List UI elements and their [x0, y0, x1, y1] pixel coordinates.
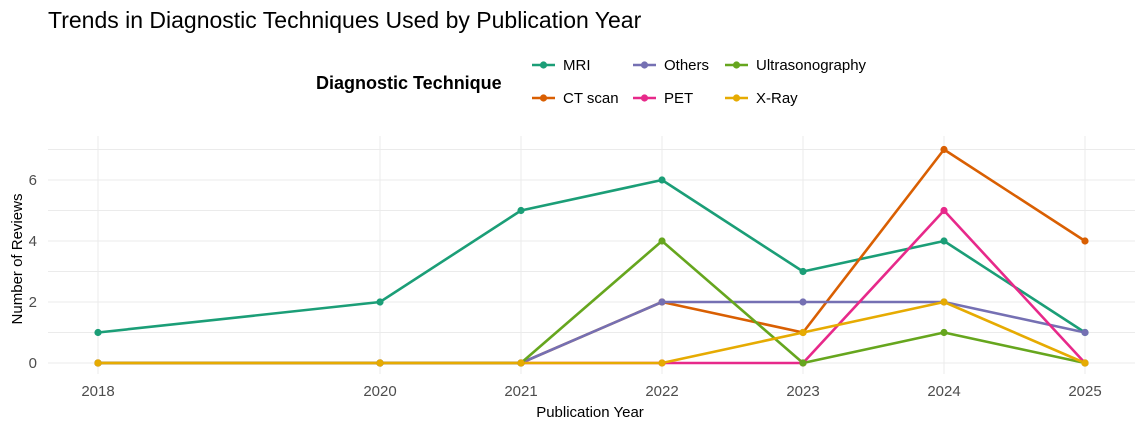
data-point-x-ray [940, 298, 948, 306]
y-tick-label: 4 [29, 233, 37, 250]
y-axis-title: Number of Reviews [9, 194, 26, 325]
data-point-ultrasonography [940, 328, 948, 337]
data-point-x-ray [658, 359, 666, 367]
legend-label-ct-scan: CT scan [563, 90, 619, 107]
legend-key-point-x-ray [732, 94, 741, 102]
legend: Diagnostic Technique MRI CT scan Others PET… [316, 57, 867, 107]
chart-title: Trends in Diagnostic Techniques Used by … [48, 7, 642, 33]
legend-label-mri: MRI [563, 57, 591, 74]
y-tick-label: 6 [29, 172, 37, 189]
legend-key-point-ct-scan [539, 94, 548, 102]
data-point-x-ray [376, 359, 384, 367]
data-point-others [658, 298, 666, 306]
legend-label-pet: PET [664, 90, 693, 107]
data-point-others [799, 298, 807, 306]
data-point-pet [940, 206, 948, 215]
grid [48, 136, 1135, 374]
data-point-ultrasonography [799, 359, 807, 367]
x-tick-label: 2025 [1068, 383, 1101, 400]
x-axis-title: Publication Year [536, 404, 644, 421]
legend-key-point-pet [640, 94, 649, 102]
data-point-mri [376, 298, 384, 306]
series-line-mri [96, 178, 1087, 334]
data-point-others [1081, 328, 1089, 337]
legend-label-ultrasonography: Ultrasonography [756, 57, 867, 74]
data-point-x-ray [94, 359, 102, 367]
data-point-x-ray [1081, 359, 1089, 367]
x-tick-label: 2023 [786, 383, 819, 400]
data-point-ct-scan [940, 145, 948, 154]
y-tick-label: 0 [29, 355, 37, 372]
data-point-x-ray [799, 328, 807, 337]
x-tick-label: 2021 [504, 383, 537, 400]
data-point-mri [799, 267, 807, 276]
legend-key-point-others [640, 61, 649, 69]
series-lines [96, 148, 1087, 365]
data-point-ultrasonography [658, 237, 666, 245]
data-point-mri [658, 176, 666, 184]
series-points [94, 145, 1089, 367]
x-tick-label: 2022 [645, 383, 678, 400]
data-point-ct-scan [1081, 237, 1089, 245]
legend-title: Diagnostic Technique [316, 73, 502, 93]
x-tick-label: 2018 [81, 383, 114, 400]
legend-label-others: Others [664, 57, 709, 74]
legend-key-point-ultrasonography [732, 61, 741, 69]
data-point-mri [94, 328, 102, 337]
legend-label-x-ray: X-Ray [756, 90, 798, 107]
x-tick-label: 2024 [927, 383, 960, 400]
legend-key-point-mri [539, 61, 548, 69]
x-tick-label: 2020 [363, 383, 396, 400]
y-tick-label: 2 [29, 294, 37, 311]
data-point-mri [940, 237, 948, 245]
axis-ticks: 0 2 4 6 2018 2020 2021 2022 2023 2024 2025 [29, 172, 1102, 400]
series-line-ct-scan [96, 148, 1087, 365]
data-point-x-ray [517, 359, 525, 367]
series-line-pet [96, 209, 1087, 365]
data-point-mri [517, 206, 525, 215]
